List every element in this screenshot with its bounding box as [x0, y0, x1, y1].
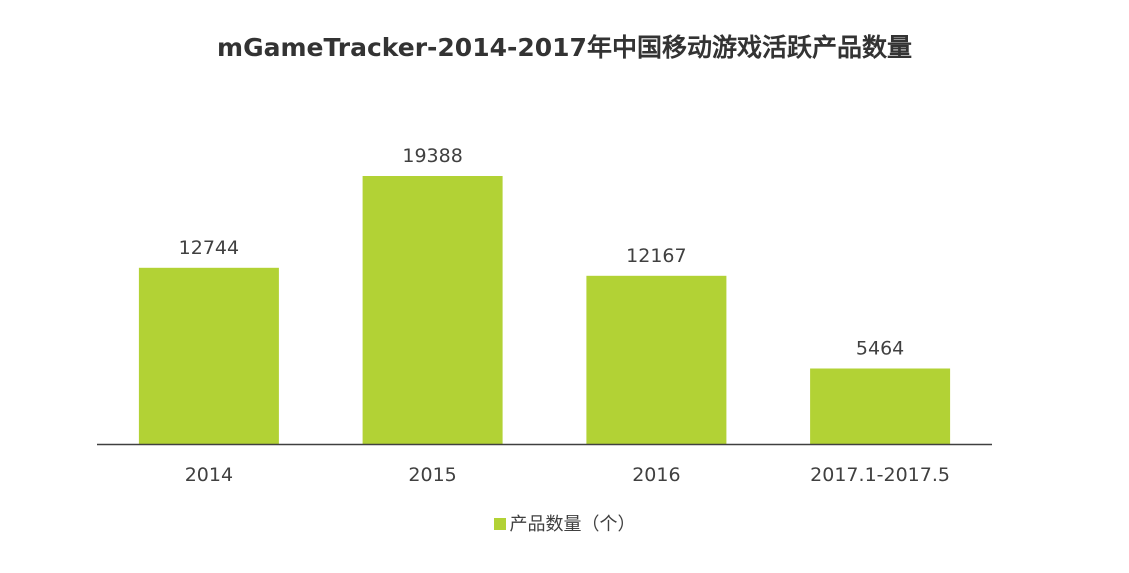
- data-labels-layer: 12744 19388 12167 5464: [179, 145, 905, 360]
- bars-layer: [138, 176, 951, 444]
- legend-label: 产品数量（个）: [509, 514, 636, 535]
- data-label-2015: 19388: [402, 145, 462, 167]
- x-tick-label-2017.1-2017.5: 2017.1-2017.5: [810, 464, 950, 486]
- x-tick-label-2015: 2015: [408, 464, 456, 486]
- legend: 产品数量（个）: [0, 510, 1129, 536]
- data-label-2017.1-2017.5: 5464: [856, 338, 904, 360]
- x-tick-labels-layer: 2014 2015 2016 2017.1-2017.5: [185, 464, 950, 486]
- bar-2015: [362, 176, 503, 444]
- data-label-2016: 12167: [626, 245, 686, 267]
- x-tick-label-2014: 2014: [185, 464, 233, 486]
- legend-swatch: [493, 518, 506, 530]
- chart-title: mGameTracker-2014-2017年中国移动游戏活跃产品数量: [217, 33, 912, 62]
- data-label-2014: 12744: [179, 237, 239, 259]
- bar-2016: [586, 275, 727, 444]
- bar-2017.1-2017.5: [810, 368, 951, 444]
- x-tick-label-2016: 2016: [632, 464, 680, 486]
- bar-2014: [138, 267, 279, 444]
